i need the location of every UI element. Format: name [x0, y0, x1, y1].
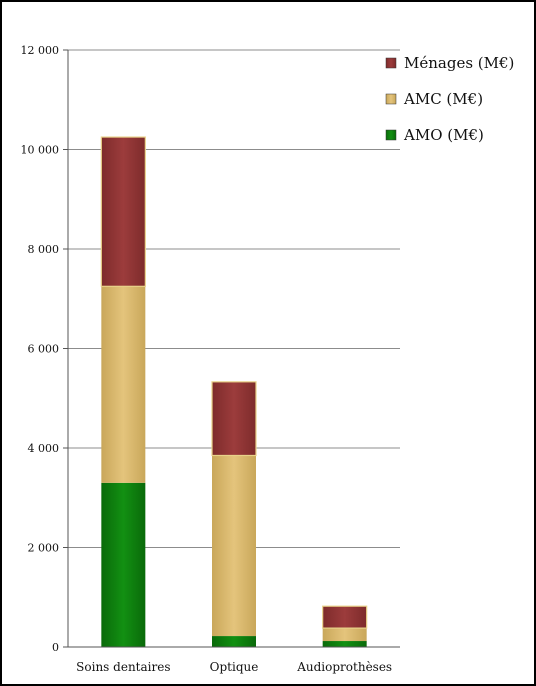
y-tick-label-4: 8 000 [28, 243, 60, 256]
bar-amc-0 [101, 286, 146, 483]
y-tick-label-5: 10 000 [21, 144, 60, 157]
bar-menages-0 [100, 136, 146, 287]
bar-amc-1 [212, 455, 256, 637]
legend-label-amc: AMC (M€) [403, 90, 483, 108]
bars [100, 136, 368, 647]
x-category-label-0: Soins dentaires [76, 660, 170, 674]
legend-swatch-menages [385, 57, 397, 69]
y-tick-label-1: 2 000 [28, 542, 60, 555]
bar-menages-1 [211, 381, 257, 457]
y-tick-label-3: 6 000 [28, 343, 60, 356]
legend-swatch-amc [385, 93, 397, 105]
bar-amo-1 [212, 636, 256, 647]
legend-label-amo: AMO (M€) [403, 126, 484, 144]
bar-amc-2 [322, 628, 367, 642]
y-tick-label-0: 0 [52, 641, 59, 654]
y-tick-label-6: 12 000 [21, 44, 60, 57]
legend-swatch-amo [385, 129, 397, 141]
x-category-label-2: Audioprothèses [296, 660, 392, 674]
bar-amo-2 [322, 641, 367, 647]
legend-label-menages: Ménages (M€) [404, 54, 514, 72]
bar-amo-0 [101, 482, 146, 647]
legend: Ménages (M€) AMC (M€) AMO (M€) [385, 54, 514, 144]
x-axis: Soins dentaires Optique Audioprothèses [68, 646, 400, 674]
x-category-label-1: Optique [210, 660, 259, 674]
y-tick-label-2: 4 000 [28, 442, 60, 455]
y-axis: 0 2 000 4 000 6 000 8 000 10 000 12 000 [21, 44, 69, 654]
bar-menages-2 [322, 605, 368, 629]
